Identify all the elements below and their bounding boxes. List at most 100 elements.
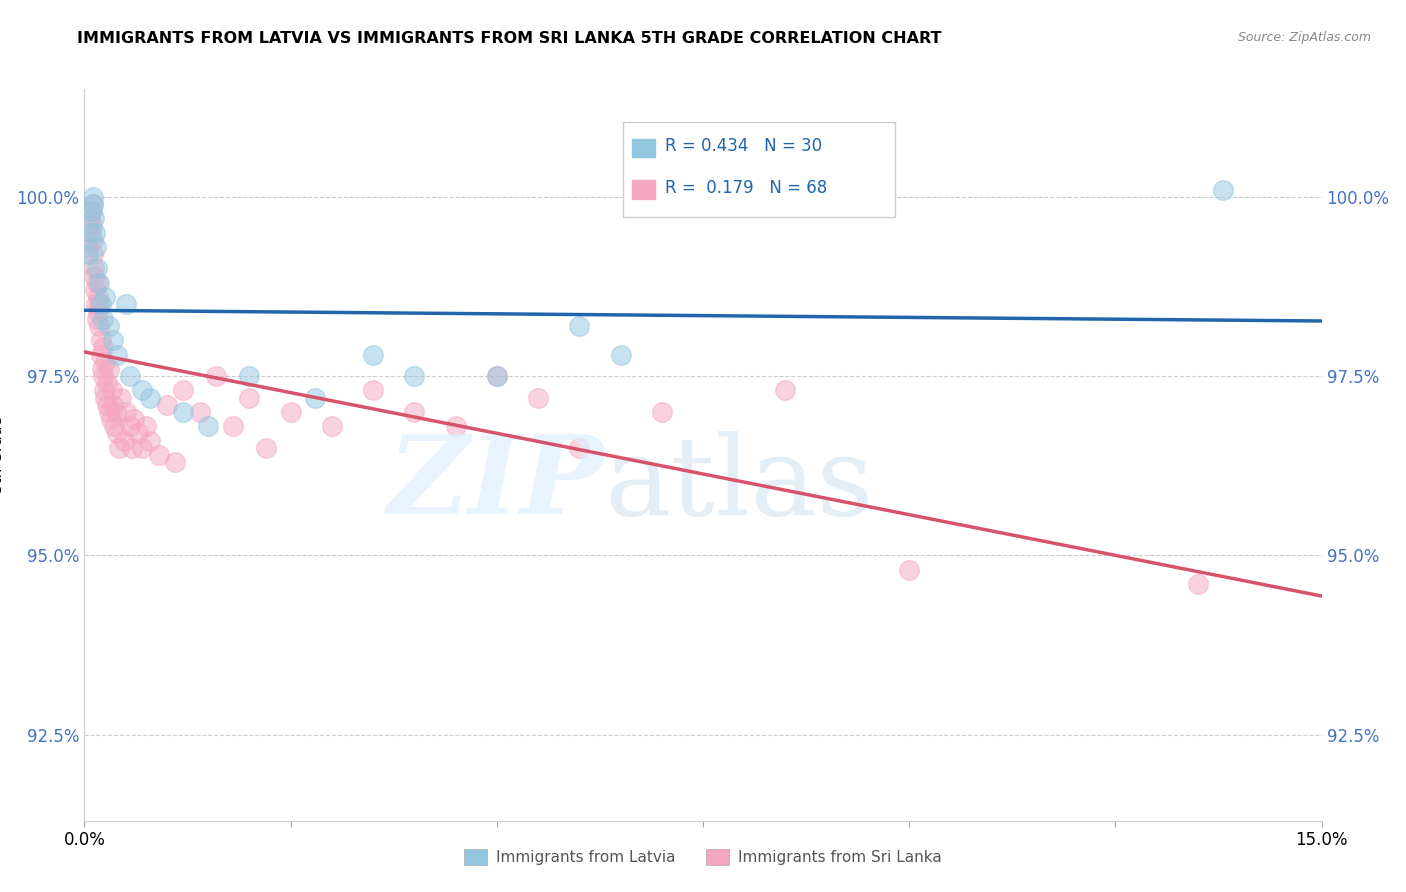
Point xyxy=(100,384,122,398)
Point xyxy=(118,419,141,434)
Point xyxy=(112,434,135,448)
Point xyxy=(82,247,104,261)
Point xyxy=(80,219,103,233)
Point xyxy=(80,204,103,219)
Point xyxy=(84,240,107,254)
Point xyxy=(156,398,179,412)
Point xyxy=(96,398,118,412)
Point xyxy=(118,369,141,384)
Point xyxy=(188,405,211,419)
Point xyxy=(108,441,131,455)
Point xyxy=(86,290,108,304)
Point xyxy=(254,441,277,455)
Point xyxy=(84,226,107,240)
Point xyxy=(527,391,550,405)
Point xyxy=(304,391,326,405)
Point xyxy=(90,362,112,376)
Point xyxy=(89,276,111,290)
Point xyxy=(90,347,112,361)
Point xyxy=(98,362,121,376)
Text: ZIP: ZIP xyxy=(388,431,605,538)
Point xyxy=(77,247,100,261)
Point xyxy=(172,384,194,398)
Point xyxy=(103,333,125,347)
Point xyxy=(197,419,219,434)
Point xyxy=(114,297,136,311)
Point xyxy=(222,419,245,434)
Point xyxy=(98,405,121,419)
Point xyxy=(165,455,187,469)
Y-axis label: 5th Grade: 5th Grade xyxy=(0,417,6,493)
Text: R = 0.434   N = 30: R = 0.434 N = 30 xyxy=(665,137,821,155)
Point xyxy=(84,283,107,297)
Point xyxy=(110,391,132,405)
Point xyxy=(131,441,153,455)
Point xyxy=(103,398,125,412)
Point xyxy=(485,369,508,384)
Point xyxy=(898,563,921,577)
FancyBboxPatch shape xyxy=(623,122,894,218)
Point xyxy=(205,369,228,384)
Point xyxy=(404,369,426,384)
Point xyxy=(94,290,117,304)
Point xyxy=(172,405,194,419)
Point xyxy=(135,419,157,434)
Point xyxy=(90,297,112,311)
Point xyxy=(90,333,112,347)
Point xyxy=(775,384,797,398)
Text: Source: ZipAtlas.com: Source: ZipAtlas.com xyxy=(1237,31,1371,45)
FancyBboxPatch shape xyxy=(633,139,655,157)
Point xyxy=(568,441,591,455)
Point xyxy=(91,311,114,326)
Point xyxy=(139,434,162,448)
Point xyxy=(91,369,114,384)
Text: atlas: atlas xyxy=(605,431,873,538)
Point xyxy=(321,419,343,434)
Point xyxy=(103,419,125,434)
Point xyxy=(79,211,101,226)
Point xyxy=(104,405,127,419)
Legend: Immigrants from Latvia, Immigrants from Sri Lanka: Immigrants from Latvia, Immigrants from … xyxy=(458,843,948,871)
Point xyxy=(1187,577,1209,591)
Point xyxy=(80,226,103,240)
Point xyxy=(122,412,145,426)
Point xyxy=(131,384,153,398)
Point xyxy=(83,268,105,283)
Point xyxy=(105,347,128,361)
Point xyxy=(94,354,117,368)
Point xyxy=(76,240,98,254)
Point xyxy=(361,384,384,398)
Point xyxy=(82,190,104,204)
Point xyxy=(82,233,104,247)
Point xyxy=(87,304,110,318)
Point xyxy=(651,405,673,419)
Point xyxy=(280,405,302,419)
Point xyxy=(82,197,104,211)
Point xyxy=(238,391,260,405)
Point xyxy=(100,412,122,426)
Point xyxy=(114,405,136,419)
Point xyxy=(609,347,631,361)
Point xyxy=(91,340,114,354)
Point xyxy=(79,226,101,240)
Text: IMMIGRANTS FROM LATVIA VS IMMIGRANTS FROM SRI LANKA 5TH GRADE CORRELATION CHART: IMMIGRANTS FROM LATVIA VS IMMIGRANTS FRO… xyxy=(77,31,942,46)
Point xyxy=(82,197,104,211)
Point xyxy=(86,311,108,326)
Point xyxy=(93,384,115,398)
Point xyxy=(86,276,108,290)
Point xyxy=(83,211,105,226)
Text: R =  0.179   N = 68: R = 0.179 N = 68 xyxy=(665,179,827,197)
Point xyxy=(444,419,467,434)
Point xyxy=(139,391,162,405)
Point xyxy=(361,347,384,361)
Point xyxy=(96,376,118,391)
Point xyxy=(121,441,143,455)
Point xyxy=(127,426,149,441)
Point xyxy=(238,369,260,384)
Point xyxy=(86,261,108,276)
Point xyxy=(568,318,591,333)
FancyBboxPatch shape xyxy=(633,180,655,199)
Point xyxy=(148,448,170,462)
Point xyxy=(1212,183,1234,197)
Point xyxy=(89,297,111,311)
